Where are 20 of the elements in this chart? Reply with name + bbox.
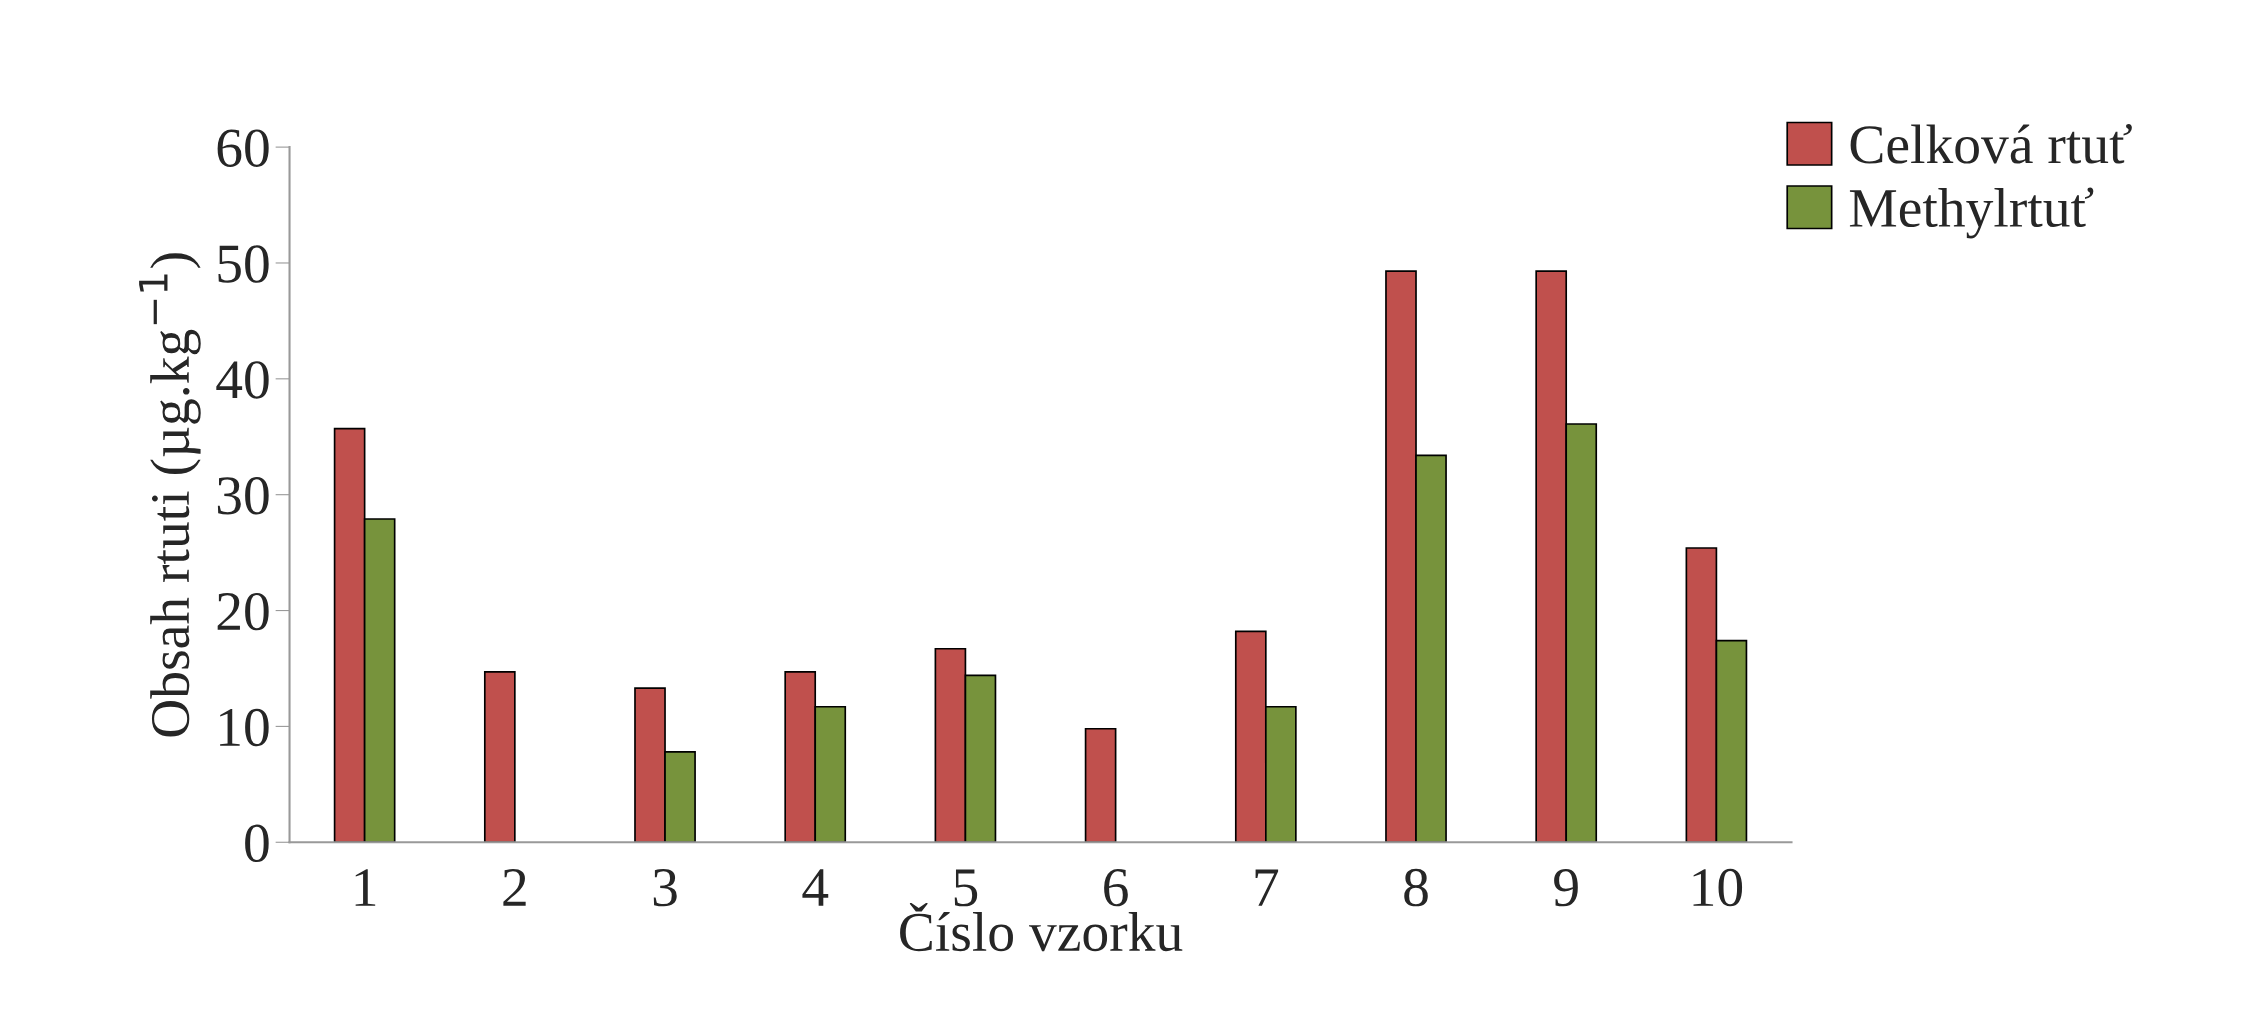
y-tick-label: 40 <box>216 361 269 399</box>
bar <box>483 671 516 843</box>
y-tick-label: 20 <box>217 592 269 631</box>
y-axis-title: Obsah rtuti (µg.kg$^{−1}$) <box>139 253 201 737</box>
y-tick-label: 0 <box>245 824 269 863</box>
legend-label: Celková rtuť <box>1850 123 2132 164</box>
x-tick-label: 10 <box>1693 868 1743 907</box>
bar <box>1084 727 1117 843</box>
y-tick-label: 10 <box>220 708 269 747</box>
y-tick-label: 50 <box>218 245 269 283</box>
x-tick-label: 3 <box>653 869 677 907</box>
y-tick-label: 30 <box>217 477 269 515</box>
y-tick-label: 60 <box>217 129 269 167</box>
x-tick-label: 4 <box>802 869 829 906</box>
x-tick-label: 2 <box>503 869 526 906</box>
x-tick-label: 8 <box>1404 868 1428 907</box>
x-tick-label: 1 <box>355 869 376 906</box>
x-tick-label: 7 <box>1255 869 1279 906</box>
x-tick-label: 9 <box>1554 869 1578 907</box>
legend-label: Methylrtuť <box>1849 187 2094 239</box>
